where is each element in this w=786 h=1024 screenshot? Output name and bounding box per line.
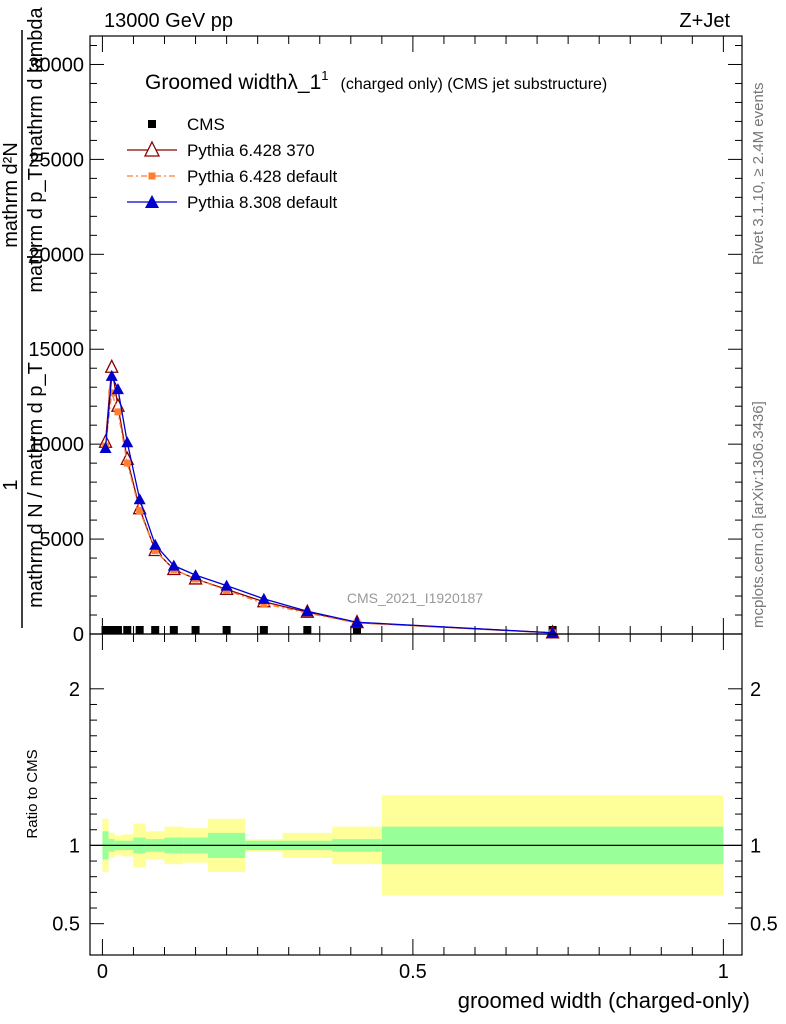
- ratio-panel: 0 0.5 1 0.5 0.5 1 1 2 2: [52, 633, 778, 983]
- data-point: [169, 626, 178, 634]
- data-point: [135, 626, 144, 634]
- legend-marker: [143, 140, 161, 157]
- y-tick-label: 25000: [28, 149, 84, 171]
- data-point: [259, 626, 268, 634]
- y-tick-label: 10000: [28, 434, 84, 456]
- chart-title-main: Groomed widthλ_1: [145, 71, 321, 94]
- legend-label: CMS: [187, 115, 225, 134]
- main-panel: 0 5000 10000 15000 20000 25000 30000: [28, 35, 743, 646]
- y-tick-label: 30000: [28, 54, 84, 76]
- ratio-y-tick-label: 2: [69, 679, 80, 701]
- data-point: [99, 441, 112, 453]
- y-axis-label-main: 1 mathrm d N / mathrm d p_T mathrm d²N m…: [0, 6, 47, 628]
- data-point: [108, 389, 116, 397]
- data-point: [101, 626, 110, 634]
- chart-title-rest: (charged only) (CMS jet substructure): [341, 76, 608, 93]
- data-point: [301, 605, 314, 617]
- process-label: Z+Jet: [679, 10, 730, 32]
- data-point: [107, 626, 116, 634]
- watermark: CMS_2021_I1920187: [347, 590, 483, 606]
- x-axis-label: groomed width (charged-only): [458, 988, 750, 1013]
- data-point: [123, 459, 131, 467]
- x-tick-label: 0: [97, 961, 108, 983]
- ylabel-num1: 1: [0, 479, 22, 490]
- legend-marker: [148, 120, 156, 128]
- data-point: [303, 626, 312, 634]
- legend-label: Pythia 8.308 default: [187, 193, 338, 212]
- x-tick-label: 0.5: [399, 961, 427, 983]
- chart-title-sup: 1: [321, 68, 328, 83]
- data-point: [133, 493, 146, 505]
- y-axis-label-ratio: Ratio to CMS: [24, 749, 41, 838]
- data-point: [111, 383, 124, 395]
- series-line: [104, 367, 553, 634]
- data-point: [353, 626, 362, 634]
- ylabel-num2: mathrm d²N: [0, 142, 22, 248]
- chart-title: Groomed widthλ_11 (charged only) (CMS jet…: [145, 68, 607, 94]
- data-point: [257, 592, 270, 604]
- x-tick-label: 1: [718, 961, 729, 983]
- data-point: [546, 626, 559, 638]
- legend-marker: [148, 172, 156, 180]
- ratio-frame: [89, 633, 743, 956]
- y-tick-label: 5000: [40, 529, 85, 551]
- data-point: [151, 546, 159, 554]
- legend-label: Pythia 6.428 default: [187, 167, 338, 186]
- data-point: [222, 626, 231, 634]
- y-tick-label: 0: [73, 624, 84, 646]
- ratio-y-tick-label: 2: [750, 679, 761, 701]
- series-line: [104, 373, 553, 634]
- y-tick-label: 20000: [28, 244, 84, 266]
- data-point: [105, 369, 118, 381]
- ylabel-den1: mathrm d N / mathrm d p_T: [25, 362, 47, 608]
- mcplots-label: mcplots.cern.ch [arXiv:1306.3436]: [750, 401, 767, 628]
- data-point: [189, 569, 202, 581]
- series-line: [104, 392, 553, 634]
- ratio-y-tick-label: 1: [69, 835, 80, 857]
- energy-label: 13000 GeV pp: [104, 10, 233, 32]
- data-point: [149, 538, 162, 550]
- data-point: [113, 626, 122, 634]
- ylabel-den2: mathrm d p_T mathrm d lambda: [25, 6, 47, 292]
- legend-marker: [145, 195, 159, 208]
- data-point: [114, 408, 122, 416]
- rivet-label: Rivet 3.1.10, ≥ 2.4M events: [750, 83, 767, 266]
- data-point: [151, 626, 160, 634]
- ratio-y-tick-label: 0.5: [52, 914, 80, 936]
- legend-label: Pythia 6.428 370: [187, 141, 315, 160]
- legend: CMS Pythia 6.428 370 Pythia 6.428 default P…: [127, 115, 338, 212]
- ratio-y-tick-label: 1: [750, 835, 761, 857]
- data-point: [136, 507, 144, 515]
- data-point: [191, 626, 200, 634]
- data-point: [351, 616, 364, 628]
- data-point: [123, 626, 132, 634]
- ratio-y-tick-label: 0.5: [750, 914, 778, 936]
- data-point: [220, 579, 233, 591]
- data-point: [167, 559, 180, 571]
- data-point: [121, 436, 134, 448]
- y-tick-label: 15000: [28, 339, 84, 361]
